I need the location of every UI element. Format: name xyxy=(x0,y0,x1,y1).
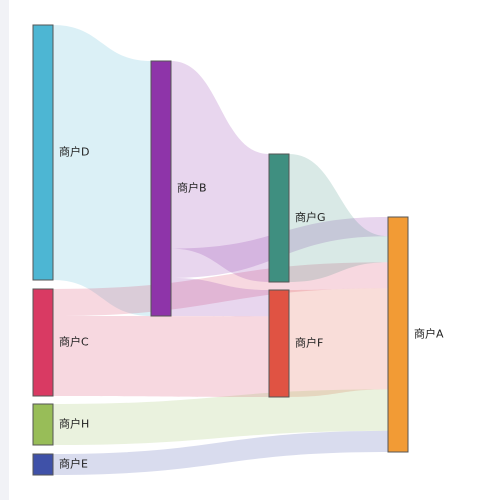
link-b-to-g[interactable] xyxy=(171,61,269,282)
link-c-to-a[interactable] xyxy=(53,262,388,316)
node-label-e: 商户E xyxy=(59,457,88,471)
node-g[interactable] xyxy=(268,153,290,283)
node-label-h: 商户H xyxy=(59,417,89,431)
node-label-b: 商户B xyxy=(177,181,207,195)
node-a[interactable] xyxy=(387,216,409,453)
node-label-g: 商户G xyxy=(295,210,326,224)
node-label-a: 商户A xyxy=(414,327,444,341)
node-e[interactable] xyxy=(32,453,54,476)
node-label-c: 商户C xyxy=(59,335,89,349)
link-layer xyxy=(53,25,388,475)
node-label-f: 商户F xyxy=(295,336,323,350)
link-g-to-a[interactable] xyxy=(289,154,388,282)
link-c-to-f[interactable] xyxy=(53,316,269,397)
link-h-to-a[interactable] xyxy=(53,389,388,445)
node-d[interactable] xyxy=(32,24,54,281)
node-f[interactable] xyxy=(268,289,290,398)
node-layer: 商户D 商户C 商户H 商户E 商户B 商户G 商户F 商户A xyxy=(32,24,444,476)
link-f-to-a[interactable] xyxy=(289,288,388,397)
link-d-to-b[interactable] xyxy=(53,25,151,316)
link-e-to-a[interactable] xyxy=(53,430,388,475)
node-h[interactable] xyxy=(32,403,54,446)
left-edge-strip xyxy=(0,0,9,500)
link-b-to-f[interactable] xyxy=(171,277,269,317)
node-c[interactable] xyxy=(32,288,54,397)
node-label-d: 商户D xyxy=(59,145,89,159)
node-b[interactable] xyxy=(150,60,172,317)
